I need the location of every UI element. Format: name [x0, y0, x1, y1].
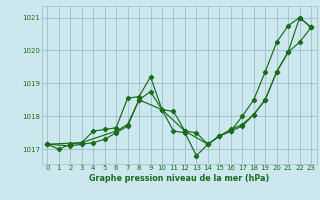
X-axis label: Graphe pression niveau de la mer (hPa): Graphe pression niveau de la mer (hPa) [89, 174, 269, 183]
